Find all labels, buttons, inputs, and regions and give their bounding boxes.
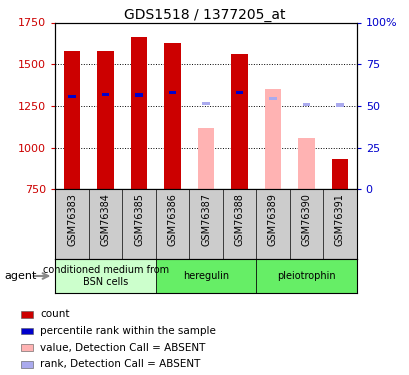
Text: GSM76389: GSM76389 xyxy=(267,193,277,246)
Bar xyxy=(63,51,80,189)
Bar xyxy=(155,259,256,293)
Bar xyxy=(20,327,33,334)
Bar xyxy=(68,95,76,98)
Bar xyxy=(331,159,348,189)
Bar xyxy=(197,128,214,189)
Bar xyxy=(135,93,142,97)
Bar xyxy=(269,97,276,100)
Text: heregulin: heregulin xyxy=(182,271,229,281)
Bar xyxy=(130,37,147,189)
Bar xyxy=(20,361,33,368)
Bar xyxy=(97,51,114,189)
Bar xyxy=(302,103,309,106)
Text: conditioned medium from
BSN cells: conditioned medium from BSN cells xyxy=(43,265,168,287)
Bar xyxy=(202,102,209,105)
Bar xyxy=(55,259,155,293)
Text: GSM76386: GSM76386 xyxy=(167,193,177,246)
Text: GSM76387: GSM76387 xyxy=(200,193,211,246)
Bar xyxy=(256,259,356,293)
Text: GSM76385: GSM76385 xyxy=(134,193,144,246)
Bar xyxy=(20,344,33,351)
Text: GSM76384: GSM76384 xyxy=(100,193,110,246)
Bar xyxy=(164,42,180,189)
Text: GSM76383: GSM76383 xyxy=(67,193,77,246)
Bar xyxy=(335,104,343,107)
Text: GSM76388: GSM76388 xyxy=(234,193,244,246)
Text: GSM76390: GSM76390 xyxy=(301,193,311,246)
Bar xyxy=(169,91,176,94)
Text: GSM76391: GSM76391 xyxy=(334,193,344,246)
Bar xyxy=(264,89,281,189)
Text: value, Detection Call = ABSENT: value, Detection Call = ABSENT xyxy=(40,343,205,352)
Text: rank, Detection Call = ABSENT: rank, Detection Call = ABSENT xyxy=(40,359,200,369)
Text: pleiotrophin: pleiotrophin xyxy=(276,271,335,281)
Text: GDS1518 / 1377205_at: GDS1518 / 1377205_at xyxy=(124,8,285,22)
Bar xyxy=(20,311,33,318)
Bar xyxy=(102,93,109,96)
Text: percentile rank within the sample: percentile rank within the sample xyxy=(40,326,216,336)
Bar xyxy=(235,91,243,94)
Bar xyxy=(231,54,247,189)
Text: agent: agent xyxy=(4,271,36,281)
Bar xyxy=(297,138,314,189)
Text: count: count xyxy=(40,309,70,320)
